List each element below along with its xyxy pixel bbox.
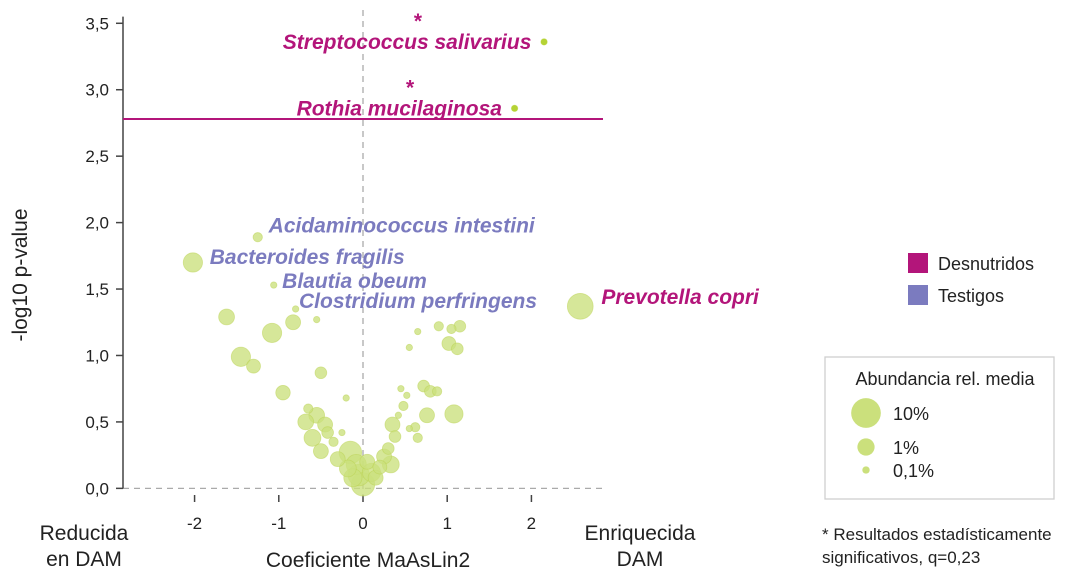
legend-swatch-testigos (908, 285, 928, 305)
data-point (433, 321, 444, 332)
size-legend-label-01pct: 0,1% (893, 461, 934, 481)
data-point (432, 386, 443, 397)
data-point (403, 391, 411, 399)
y-tick-label: 2,5 (85, 147, 109, 166)
data-point (359, 453, 376, 470)
y-tick-label: 0,0 (85, 479, 109, 498)
point-blautia-obeum (270, 281, 278, 289)
y-tick-label: 1,5 (85, 280, 109, 299)
right-side-label-line2: DAM (617, 548, 664, 571)
data-point (262, 322, 283, 343)
data-point (398, 400, 409, 412)
footnote-line2: significativos, q=0,23 (822, 548, 980, 567)
y-axis-ticks: 0,0 0,5 1,0 1,5 2,0 2,5 3,0 3,5 (85, 14, 123, 498)
y-tick-label: 0,5 (85, 413, 109, 432)
species-label-bacteroides-fragilis: Bacteroides fragilis (210, 246, 405, 269)
group-legend: Desnutridos Testigos (908, 253, 1034, 306)
data-point (313, 316, 321, 324)
x-tick-label: 1 (442, 514, 451, 533)
data-point (451, 342, 464, 356)
size-legend-circle-01pct (862, 466, 870, 474)
data-point (412, 432, 423, 443)
data-point (394, 411, 402, 419)
x-axis-ticks: -2 -1 0 1 2 (187, 495, 536, 533)
species-label-acidaminococcus-intestini: Acidaminococcus intestini (268, 214, 536, 237)
point-acidaminococcus-intestini (252, 232, 263, 243)
size-legend-title: Abundancia rel. media (855, 369, 1035, 389)
data-point (384, 416, 401, 433)
data-point (230, 346, 251, 367)
footnote-line1: * Resultados estadísticamente (822, 525, 1052, 544)
species-label-clostridium-perfringens: Clostridium perfringens (299, 290, 537, 313)
data-point (342, 394, 350, 402)
data-point (303, 403, 314, 414)
species-annotations: Streptococcus salivarius*Rothia mucilagi… (210, 10, 760, 313)
left-side-label-line1: Reducida (40, 522, 129, 545)
x-tick-label: -1 (271, 514, 286, 533)
point-prevotella-copri (566, 293, 594, 320)
size-legend-label-10pct: 10% (893, 404, 929, 424)
species-label-prevotella-copri: Prevotella copri (601, 286, 760, 309)
data-point (314, 366, 328, 380)
y-tick-label: 3,5 (85, 14, 109, 33)
data-point (338, 428, 346, 437)
y-axis-title: -log10 p-value (9, 208, 32, 341)
y-tick-label: 1,0 (85, 346, 109, 365)
data-point (419, 407, 435, 424)
data-point (397, 385, 405, 393)
data-points (182, 38, 594, 497)
data-point (381, 442, 395, 455)
significance-star: * (413, 10, 422, 33)
legend-label-testigos: Testigos (938, 286, 1004, 306)
size-legend-circle-1pct (857, 438, 875, 456)
species-label-blautia-obeum: Blautia obeum (282, 270, 427, 293)
data-point (303, 429, 322, 447)
data-point (285, 314, 302, 331)
x-tick-label: 0 (358, 514, 367, 533)
size-legend: Abundancia rel. media 10% 1% 0,1% (824, 356, 1055, 500)
x-tick-label: -2 (187, 514, 202, 533)
data-point (405, 424, 413, 433)
y-tick-label: 2,0 (85, 214, 109, 233)
left-side-label-line2: en DAM (46, 548, 122, 571)
y-tick-label: 3,0 (85, 81, 109, 100)
significance-star: * (405, 76, 414, 99)
data-point (218, 308, 235, 326)
point-streptococcus-salivarius (540, 38, 548, 46)
size-legend-box (824, 356, 1055, 500)
data-point (405, 343, 413, 352)
data-point (446, 323, 457, 334)
legend-swatch-desnutridos (908, 253, 928, 273)
x-tick-label: 2 (527, 514, 536, 533)
data-point (388, 430, 402, 443)
x-axis-title: Coeficiente MaAsLin2 (266, 549, 470, 572)
size-legend-label-1pct: 1% (893, 438, 919, 458)
data-point (297, 413, 315, 431)
data-point (275, 385, 291, 401)
data-point (328, 436, 339, 447)
data-point (414, 327, 422, 336)
data-point (329, 451, 346, 468)
data-point (444, 404, 464, 424)
legend-label-desnutridos: Desnutridos (938, 254, 1034, 274)
species-label-streptococcus-salivarius: Streptococcus salivarius (283, 31, 532, 54)
data-point (321, 426, 334, 439)
right-side-label-line1: Enriquecida (585, 522, 696, 545)
data-point (246, 358, 261, 374)
size-legend-circle-10pct (851, 398, 881, 428)
point-clostridium-perfringens (292, 305, 300, 313)
data-point (312, 443, 329, 460)
species-label-rothia-mucilaginosa: Rothia mucilaginosa (297, 97, 503, 120)
data-point (372, 459, 388, 475)
point-rothia-mucilaginosa (510, 104, 519, 112)
point-bacteroides-fragilis (182, 252, 203, 273)
